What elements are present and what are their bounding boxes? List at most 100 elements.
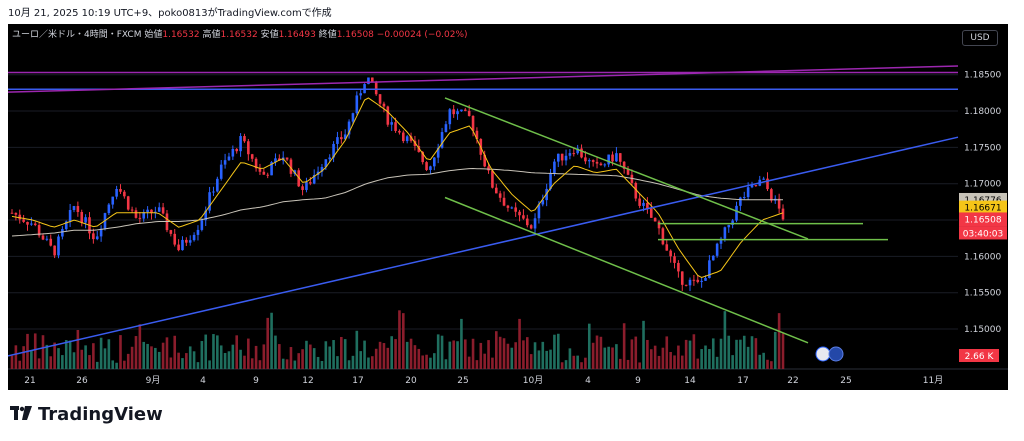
candle-body bbox=[677, 262, 680, 272]
volume-bar bbox=[223, 352, 227, 369]
candle-body bbox=[22, 219, 25, 222]
volume-bar bbox=[84, 345, 87, 369]
tradingview-logo[interactable]: TradingView bbox=[10, 404, 163, 425]
volume-bar bbox=[460, 318, 463, 369]
volume-bar bbox=[126, 353, 130, 369]
candle-body bbox=[615, 153, 618, 162]
candle-body bbox=[417, 145, 421, 152]
volume-bar bbox=[444, 359, 448, 369]
volume-bar bbox=[421, 355, 424, 369]
candle-body bbox=[425, 162, 428, 170]
volume-bar bbox=[719, 338, 723, 369]
volume-bar bbox=[41, 335, 45, 369]
candle-body bbox=[727, 224, 731, 228]
volume-bar bbox=[564, 360, 568, 369]
volume-bar bbox=[88, 355, 91, 369]
volume-bar bbox=[475, 360, 479, 369]
candle-body bbox=[309, 182, 312, 184]
volume-bar bbox=[735, 339, 738, 369]
x-tick-label: 11月 bbox=[923, 375, 943, 386]
volume-bar bbox=[188, 346, 192, 369]
candle-body bbox=[777, 198, 781, 209]
candle-body bbox=[53, 245, 56, 256]
candle-body bbox=[80, 211, 84, 223]
volume-bar bbox=[332, 340, 335, 369]
candle-body bbox=[467, 110, 471, 116]
volume-bar bbox=[479, 342, 483, 369]
chart-caption: 10月 21, 2025 10:19 UTC+9、poko0813がTradin… bbox=[8, 8, 332, 19]
volume-bar bbox=[10, 355, 14, 369]
candle-body bbox=[285, 157, 289, 160]
volume-bar bbox=[692, 334, 696, 369]
volume-bar bbox=[266, 317, 270, 369]
candle-body bbox=[243, 136, 246, 142]
candle-body bbox=[514, 207, 517, 212]
volume-bar bbox=[727, 335, 731, 369]
candle-body bbox=[68, 210, 72, 222]
volume-bar bbox=[715, 356, 719, 369]
volume-bar bbox=[185, 353, 188, 369]
candle-body bbox=[142, 212, 146, 219]
volume-bar bbox=[529, 354, 533, 369]
volume-bar bbox=[514, 342, 517, 369]
x-tick-label: 14 bbox=[684, 376, 696, 386]
volume-bar bbox=[103, 348, 107, 369]
high-value: 1.16532 bbox=[220, 30, 258, 40]
candle-body bbox=[347, 121, 351, 135]
volume-bar bbox=[646, 339, 649, 369]
tradingview-wordmark: TradingView bbox=[38, 404, 163, 425]
candle-body bbox=[95, 236, 99, 240]
candle-body bbox=[649, 208, 653, 218]
volume-bar bbox=[289, 347, 293, 369]
volume-bar bbox=[773, 331, 777, 369]
volume-badge-label: 2.66 K bbox=[965, 352, 995, 362]
volume-bar bbox=[417, 348, 421, 369]
volume-bar bbox=[673, 355, 676, 369]
volume-bar bbox=[638, 362, 641, 369]
candle-body bbox=[464, 109, 467, 111]
volume-bar bbox=[107, 339, 111, 369]
candle-body bbox=[750, 185, 754, 188]
candle-body bbox=[634, 182, 638, 199]
candle-body bbox=[216, 178, 219, 192]
volume-bar bbox=[409, 338, 413, 369]
volume-bar bbox=[626, 359, 630, 369]
candle-body bbox=[266, 174, 270, 176]
volume-bar bbox=[33, 333, 37, 369]
candle-body bbox=[386, 106, 390, 125]
volume-bar bbox=[142, 341, 146, 369]
price-chart[interactable]: 1.185001.180001.175001.170001.165001.160… bbox=[8, 24, 1008, 390]
volume-bar bbox=[312, 348, 316, 369]
candle-body bbox=[599, 163, 603, 166]
x-tick-label: 20 bbox=[405, 376, 417, 386]
chart-panel[interactable]: 1.185001.180001.175001.170001.165001.160… bbox=[8, 24, 1008, 390]
candle-body bbox=[556, 153, 560, 162]
candle-body bbox=[572, 153, 576, 155]
currency-button[interactable]: USD bbox=[962, 30, 998, 46]
candle-body bbox=[274, 158, 277, 163]
volume-bar bbox=[320, 360, 324, 369]
price-badge-label: 1.16508 bbox=[964, 215, 1001, 225]
candle-body bbox=[45, 238, 49, 240]
volume-bar bbox=[405, 341, 409, 369]
candle-body bbox=[704, 277, 707, 281]
volume-bar bbox=[653, 345, 657, 369]
volume-bar bbox=[146, 343, 149, 369]
candle-body bbox=[76, 206, 80, 212]
volume-bar bbox=[22, 346, 25, 369]
candle-body bbox=[742, 197, 746, 199]
volume-bar bbox=[413, 345, 417, 369]
volume-bar bbox=[386, 347, 390, 369]
channel-upper-line bbox=[444, 97, 809, 240]
volume-bar bbox=[549, 349, 552, 369]
volume-bar bbox=[154, 347, 157, 369]
volume-bar bbox=[467, 356, 471, 369]
candle-body bbox=[770, 189, 773, 201]
volume-bar bbox=[739, 339, 742, 369]
candle-body bbox=[320, 166, 324, 172]
volume-bar bbox=[196, 362, 200, 369]
volume-bar bbox=[336, 356, 339, 369]
volume-bar bbox=[731, 355, 734, 369]
volume-bar bbox=[92, 343, 95, 369]
volume-bar bbox=[599, 336, 603, 369]
